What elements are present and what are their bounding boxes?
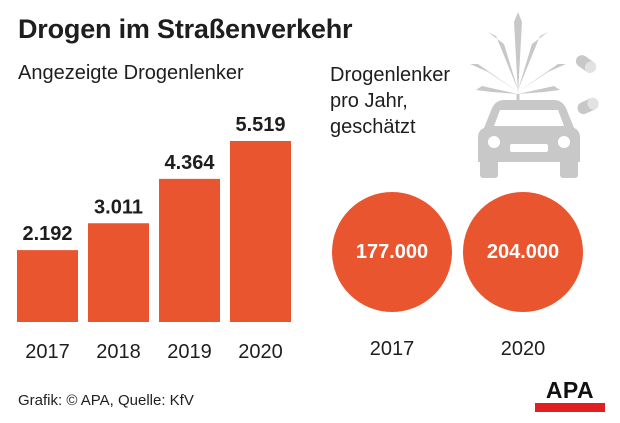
estimate-year-label: 2020 (500, 338, 546, 360)
car-icon (478, 100, 580, 178)
apa-logo-text: APA (545, 377, 595, 403)
estimate-circle-2020: 204.000 (463, 192, 583, 312)
estimate-subtitle-line: geschätzt (330, 116, 416, 138)
source-note: Grafik: © APA, Quelle: KfV (18, 392, 194, 409)
bar-2019 (159, 178, 220, 322)
pill-icon (575, 55, 597, 73)
bar-chart: 2.192 2017 3.011 2018 4.364 2019 5.519 2020 (17, 114, 291, 363)
chart-title: Drogen im Straßenverkehr (18, 14, 353, 44)
bar-category-label: 2019 (167, 341, 212, 363)
bar-value-label: 5.519 (235, 114, 285, 136)
estimate-circle-2017: 177.000 (332, 192, 452, 312)
estimate-year-label: 2017 (369, 338, 415, 360)
bar-2018 (88, 223, 149, 322)
bar-2020 (230, 141, 291, 322)
bar-value-label: 2.192 (22, 223, 72, 245)
estimate-subtitle-line: Drogenlenker (330, 64, 451, 86)
apa-logo: APA (535, 378, 605, 412)
pill-icon (577, 97, 599, 115)
bar-chart-subtitle: Angezeigte Drogenlenker (18, 62, 244, 84)
bar-category-label: 2017 (25, 341, 70, 363)
bar-category-label: 2020 (238, 341, 283, 363)
bar-2017 (17, 250, 78, 322)
bar-value-label: 3.011 (94, 196, 143, 218)
bar-category-label: 2018 (96, 341, 141, 363)
bar-value-label: 4.364 (164, 152, 215, 174)
cannabis-leaf-icon (470, 12, 566, 106)
apa-logo-bar (535, 403, 605, 412)
estimate-subtitle: Drogenlenker pro Jahr, geschätzt (330, 62, 450, 140)
drug-car-illustration (470, 12, 599, 178)
estimate-subtitle-line: pro Jahr, (330, 90, 408, 112)
